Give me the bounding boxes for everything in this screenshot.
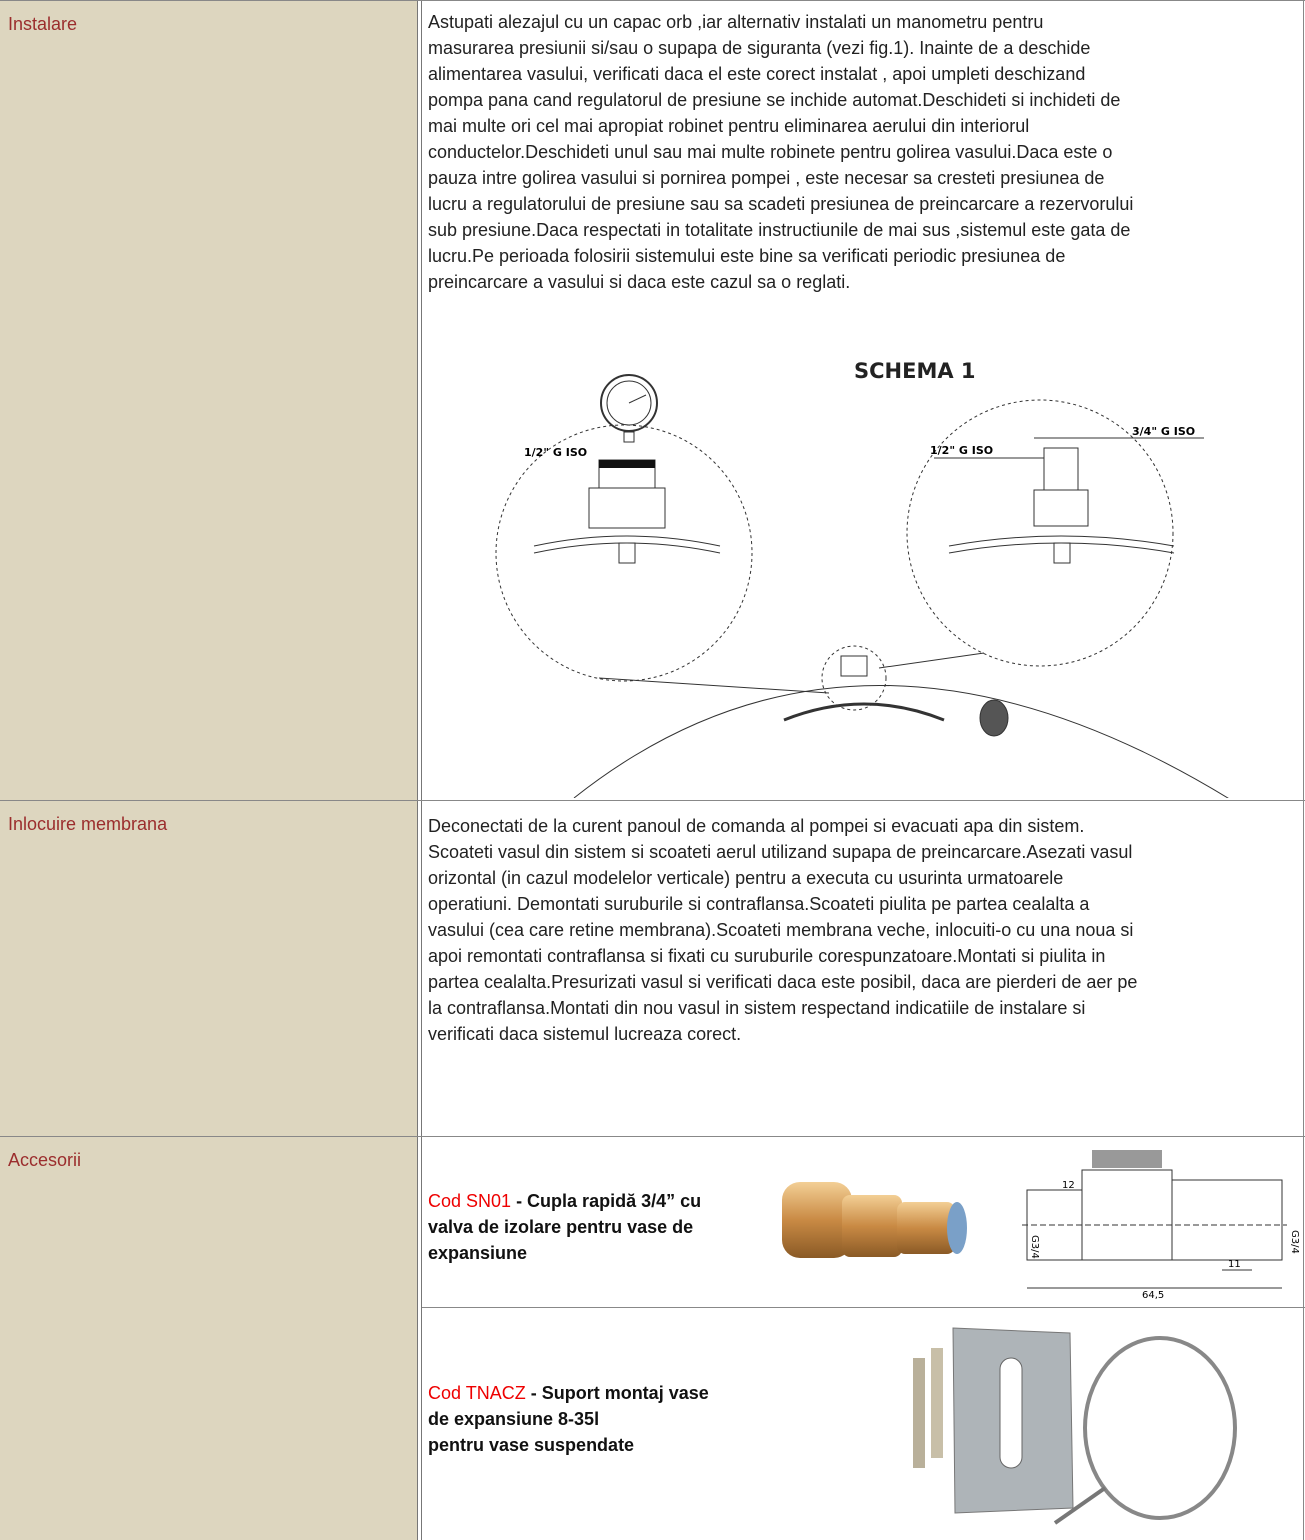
- schema-figure: SCHEMA 1 1/2" G ISO 1/2" G ISO 3/4" G IS…: [495, 359, 1229, 798]
- text-line: Astupati alezajul cu un capac orb ,iar a…: [428, 12, 1044, 32]
- row-border: [0, 1136, 1305, 1137]
- row-label: Accesorii: [8, 1150, 82, 1170]
- row-border: [0, 0, 1305, 1]
- product-text: pentru vase suspendate: [428, 1435, 635, 1455]
- product-text: expansiune: [428, 1243, 528, 1263]
- dimension-label: G3/4: [1289, 1230, 1300, 1254]
- left-column: [0, 0, 418, 1540]
- product-text: - Suport montaj vase: [525, 1383, 709, 1403]
- paragraph: Deconectati de la curent panoul de coman…: [428, 813, 1137, 1047]
- text-line: conductelor.Deschideti unul sau mai mult…: [428, 142, 1113, 162]
- text-line: Scoateti vasul din sistem si scoateti ae…: [428, 842, 1133, 862]
- dimension-label: 1/2" G ISO: [930, 444, 993, 457]
- text-line: operatiuni. Demontati suruburile si cont…: [428, 894, 1090, 914]
- paragraph: Astupati alezajul cu un capac orb ,iar a…: [428, 9, 1133, 295]
- figure-title: SCHEMA 1: [854, 359, 976, 383]
- text-line: alimentarea vasului, verificati daca el …: [428, 64, 1086, 84]
- text-line: sub presiune.Daca respectati in totalita…: [428, 220, 1131, 240]
- text-line: mai multe ori cel mai apropiat robinet p…: [428, 116, 1030, 136]
- row-border: [0, 800, 1305, 801]
- row-label: Inlocuire membrana: [8, 814, 168, 834]
- product-text: valva de izolare pentru vase de: [428, 1217, 694, 1237]
- right-border: [1303, 0, 1304, 1540]
- dimension-label: 1/2" G ISO: [524, 446, 587, 459]
- text-line: pauza intre golirea vasului si pornirea …: [428, 168, 1105, 188]
- row-border: [422, 1307, 1305, 1308]
- text-line: apoi remontati contraflansa si fixati cu…: [428, 946, 1106, 966]
- row-label: Instalare: [8, 14, 78, 34]
- dimension-label: G3/4: [1029, 1235, 1040, 1259]
- text-line: pompa pana cand regulatorul de presiune …: [428, 90, 1121, 110]
- dimension-label: 64,5: [1142, 1290, 1164, 1301]
- text-line: vasului (cea care retine membrana).Scoat…: [428, 920, 1134, 940]
- text-line: lucru.Pe perioada folosirii sistemului e…: [428, 246, 1066, 266]
- product-code: Cod TNACZ: [428, 1383, 526, 1403]
- text-line: masurarea presiunii si/sau o supapa de s…: [428, 38, 1091, 58]
- text-line: Deconectati de la curent panoul de coman…: [428, 816, 1085, 836]
- bracket-image: [913, 1327, 1237, 1525]
- product-code: Cod SN01: [428, 1191, 512, 1211]
- text-line: verificati daca sistemul lucreaza corect…: [428, 1024, 742, 1044]
- product-text: de expansiune 8-35l: [428, 1409, 600, 1429]
- product-text: - Cupla rapidă 3/4” cu: [511, 1191, 702, 1211]
- column-divider: [421, 0, 422, 1540]
- dimension-label: 11: [1228, 1259, 1241, 1270]
- text-line: preincarcare a vasului si daca este cazu…: [428, 272, 851, 292]
- text-line: la contraflansa.Montati din nou vasul in…: [428, 998, 1086, 1018]
- accessory: Cod SN01 - Cupla rapidă 3/4” cu valva de…: [428, 1188, 701, 1266]
- dimension-label: 3/4" G ISO: [1132, 425, 1195, 438]
- fitting-images: 12 G3/4 G3/4 11 64,5: [782, 1150, 1300, 1301]
- text-line: lucru a regulatorului de presiune sau sa…: [428, 194, 1134, 214]
- dimension-label: 12: [1062, 1180, 1075, 1191]
- accessory: Cod TNACZ - Suport montaj vase de expans…: [428, 1380, 709, 1458]
- text-line: orizontal (in cazul modelelor verticale)…: [428, 868, 1064, 888]
- text-line: partea cealalta.Presurizati vasul si ver…: [428, 972, 1138, 992]
